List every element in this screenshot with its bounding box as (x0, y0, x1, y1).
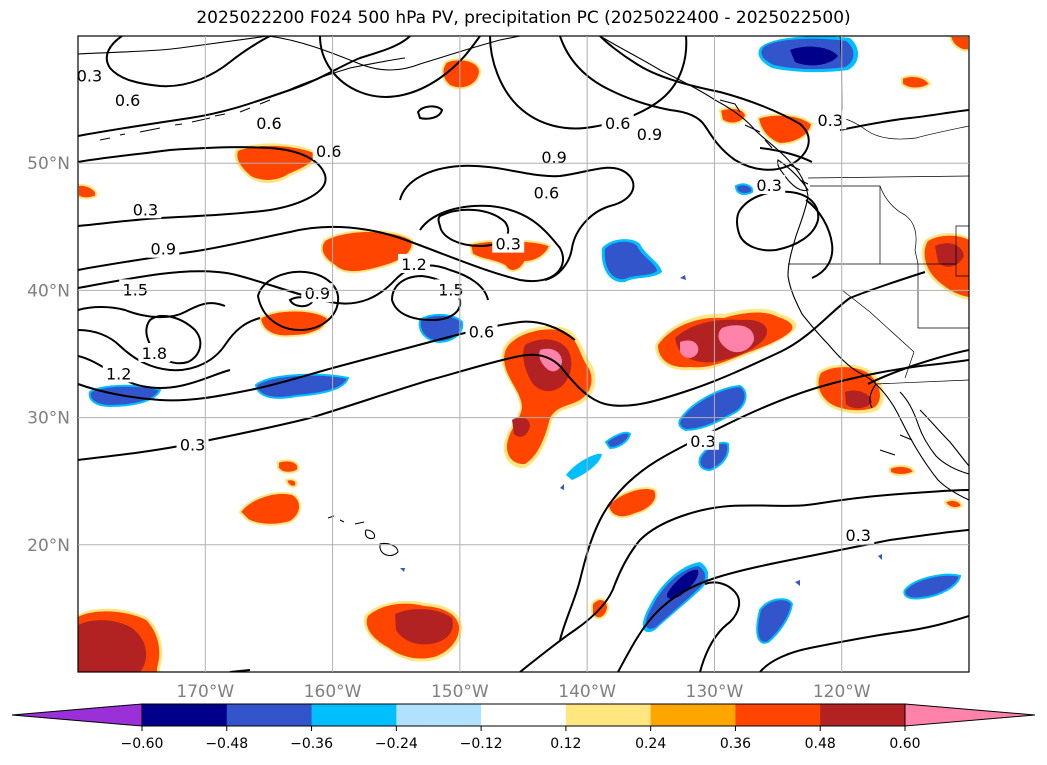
contour-label: 0.9 (305, 284, 330, 303)
lon-tick-label: 120°W (813, 682, 871, 700)
contour-label: 0.6 (115, 91, 140, 110)
contour-label: 0.6 (256, 114, 281, 133)
lon-tick-label: 170°W (176, 682, 234, 700)
contour-label-bg (78, 65, 106, 85)
contour-label: 0.3 (180, 436, 205, 455)
colorbar-tick-label: 0.48 (805, 736, 836, 752)
contour-label: 1.8 (142, 344, 167, 363)
contour-label-bg (398, 253, 431, 273)
contour-label: 0.3 (77, 67, 102, 86)
gridlines (78, 36, 969, 672)
colorbar-cell (650, 704, 736, 726)
contour-label-bg (312, 140, 345, 160)
contour-label: 0.9 (637, 125, 662, 144)
contour-label: 0.6 (469, 322, 494, 341)
contour-label-bg (492, 233, 525, 253)
contour-label: 0.6 (534, 184, 559, 203)
colorbar-frame (141, 703, 906, 727)
contour-label: 0.3 (133, 200, 158, 219)
map-frame (77, 35, 970, 673)
lat-tick-label: 20°N (27, 536, 70, 556)
lat-tick-label: 30°N (27, 409, 70, 429)
map-panel: 0.30.60.60.60.60.90.90.30.6 0.30.30.30.91… (27, 35, 970, 700)
lat-tick-label: 40°N (27, 281, 70, 301)
colorbar-cell (565, 704, 652, 726)
contour-label: 0.6 (316, 142, 341, 161)
lon-tick-label: 150°W (431, 682, 489, 700)
precipitation-anomaly-field (78, 36, 969, 672)
contour-label-bg (301, 283, 334, 303)
contour-label-bg (252, 112, 285, 132)
contour-label: 0.3 (846, 526, 871, 545)
contour-label: 0.3 (756, 176, 781, 195)
colorbar-tick-label: −0.12 (460, 736, 503, 752)
lon-tick-label: 160°W (304, 682, 362, 700)
contour-label-bg (530, 182, 563, 202)
contour-label-bg (176, 434, 209, 454)
contour-label: 0.9 (151, 240, 176, 259)
colorbar-cell (481, 704, 567, 726)
colorbar-tick-label: 0.36 (720, 736, 751, 752)
map-title: 2025022200 F024 500 hPa PV, precipitatio… (196, 8, 851, 28)
contour-label-bg (814, 110, 847, 130)
colorbar-tick-label: −0.36 (290, 736, 333, 752)
contour-label-bg (538, 147, 571, 167)
pv-contours (78, 36, 969, 672)
contour-label: 0.3 (690, 432, 715, 451)
contour-label-bg (129, 199, 162, 219)
contour-label-bg (119, 279, 152, 299)
political-boundaries (788, 36, 969, 385)
contour-label-bg (138, 343, 171, 362)
colorbar-cell (311, 704, 397, 726)
precipitation-negative-field (88, 36, 962, 644)
contour-label-bg (601, 112, 634, 132)
contour-label-bg (102, 363, 135, 383)
lat-tick-label: 50°N (27, 154, 70, 174)
lon-tick-label: 130°W (686, 682, 744, 700)
colorbar-cell (735, 704, 821, 726)
colorbar-cell (226, 704, 313, 726)
axis-tick-labels: 170°W 160°W 150°W 140°W 130°W 120°W 20°N 30°N 40… (27, 154, 871, 700)
contour-label-bg (753, 175, 786, 195)
colorbar-extend-min (11, 703, 143, 727)
contour-label-bg (111, 89, 144, 109)
colorbar-tick-label: 0.60 (889, 736, 920, 752)
contour-label-bg (633, 124, 666, 144)
colorbar-extend-max (904, 703, 1036, 727)
contour-label: 0.3 (495, 235, 520, 254)
colorbar-cell (396, 704, 482, 726)
colorbar-tick-label: −0.48 (205, 736, 248, 752)
colorbar-tick-label: −0.24 (375, 736, 418, 752)
colorbar-tick-label: −0.60 (121, 736, 164, 752)
contour-label: 1.2 (401, 255, 426, 274)
contour-label-bg (842, 524, 875, 544)
contour-label: 0.6 (605, 114, 630, 133)
contour-label-bg (147, 238, 180, 258)
colorbar-cell (142, 704, 228, 726)
colorbar-cell (820, 704, 906, 726)
contour-label: 0.9 (541, 148, 566, 167)
contour-label-bg (465, 321, 498, 341)
contour-labels: 0.3 0.6 0.6 0.6 0.6 0.9 0.9 0.3 0.6 0.3 0.3 0.3 0.9 1… (77, 65, 875, 545)
lon-tick-label: 140°W (558, 682, 616, 700)
contour-label: 1.2 (106, 364, 131, 383)
colorbar-tick-label: 0.24 (635, 736, 666, 752)
colorbar-tick-label: 0.12 (550, 736, 581, 752)
contour-label: 0.3 (818, 111, 843, 130)
colorbar: −0.60 −0.48 −0.36 −0.24 −0.12 0.12 0.24 0.36 0.4… (11, 703, 1036, 752)
contour-label-bg (434, 279, 467, 299)
contour-label-bg (686, 430, 719, 450)
